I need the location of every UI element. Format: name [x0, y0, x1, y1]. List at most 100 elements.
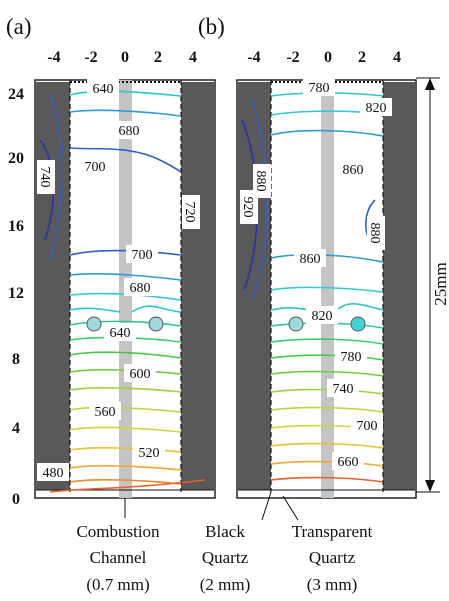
- contour-label: 880: [253, 171, 268, 192]
- x-tick: -2: [286, 49, 299, 66]
- contour-label: 480: [43, 466, 64, 481]
- panel-b-label: (b): [198, 14, 225, 39]
- contour-label: 880: [367, 223, 382, 244]
- y-tick: 0: [12, 491, 20, 508]
- contour-label: 700: [132, 248, 153, 263]
- contour-line: [270, 338, 384, 345]
- contour-line: [270, 354, 384, 361]
- callout-black-quartz: Black Quartz (2 mm): [200, 522, 251, 594]
- contour-label: 740: [333, 382, 354, 397]
- hot-spot: [148, 316, 164, 332]
- black-quartz-wall-right: [383, 82, 415, 490]
- callout-combustion-channel: Combustion Channel (0.7 mm): [76, 522, 160, 594]
- contour-line: [69, 447, 182, 453]
- contour-line: [69, 147, 182, 173]
- contour-line: [251, 99, 268, 301]
- contour-line: [270, 476, 384, 483]
- contour-line: [69, 292, 182, 301]
- contour-line: [270, 406, 384, 413]
- callout-line: Quartz: [202, 548, 249, 567]
- callout-line: Black: [205, 522, 245, 541]
- contour-line: [270, 460, 384, 467]
- contour-label: 860: [343, 163, 364, 178]
- contour-label: 740: [37, 167, 52, 188]
- panel-b-contour-labels: 780 820 860 920 880 880 860 820 780 740 …: [240, 78, 392, 470]
- y-tick: 16: [8, 218, 24, 235]
- x-tick: 2: [154, 49, 162, 66]
- contour-line: [69, 109, 182, 117]
- panel-b: (b) -4 -2 0 2 4: [198, 14, 417, 499]
- x-tick: 2: [358, 49, 366, 66]
- contour-label: 680: [130, 281, 151, 296]
- contour-line: [270, 388, 384, 395]
- contour-line: [49, 479, 206, 493]
- dimension-marker: 25mm: [416, 77, 449, 493]
- contour-line: [270, 286, 384, 293]
- panel-a-label: (a): [6, 14, 32, 39]
- hot-spot: [288, 316, 304, 332]
- black-quartz-wall-left: [238, 82, 271, 490]
- contour-line: [270, 129, 384, 137]
- contour-line: [69, 305, 182, 313]
- contour-label: 600: [130, 367, 151, 382]
- callout-line: Channel: [90, 548, 147, 567]
- callout-transparent-quartz: Transparent Quartz (3 mm): [292, 522, 373, 594]
- combustion-channel: [321, 80, 334, 498]
- contour-line: [270, 370, 384, 377]
- black-quartz-wall-left: [36, 82, 70, 490]
- contour-label: 640: [93, 82, 114, 97]
- x-tick: 0: [121, 49, 129, 66]
- y-tick: 8: [12, 351, 20, 368]
- contour-line: [69, 426, 182, 433]
- contour-line: [69, 387, 182, 393]
- callout-line: (2 mm): [200, 575, 251, 594]
- contour-line: [69, 249, 182, 256]
- black-quartz-wall-right: [181, 82, 214, 490]
- contour-label: 640: [110, 326, 131, 341]
- contour-line: [49, 94, 63, 261]
- contour-line: [69, 351, 182, 359]
- contour-line: [69, 273, 182, 281]
- contour-label: 860: [300, 252, 321, 267]
- contour-line: [69, 90, 182, 97]
- contour-label: 660: [338, 455, 359, 470]
- contour-line: [270, 442, 384, 449]
- contour-label: 780: [341, 350, 362, 365]
- y-axis: 24 20 16 12 8 4 0: [8, 86, 24, 508]
- x-tick: -4: [247, 49, 260, 66]
- contour-label: 780: [309, 81, 330, 96]
- contour-label: 720: [182, 202, 197, 223]
- contour-label: 700: [85, 160, 106, 175]
- hot-spot: [350, 316, 366, 332]
- x-tick: -2: [84, 49, 97, 66]
- callout-line: Transparent: [292, 522, 373, 541]
- x-tick: 4: [189, 49, 197, 66]
- contour-label: 700: [357, 419, 378, 434]
- y-tick: 12: [8, 285, 24, 302]
- contour-label: 820: [312, 309, 333, 324]
- contour-label: 820: [366, 101, 387, 116]
- contour-label: 920: [240, 197, 255, 218]
- callout-line: Combustion: [76, 522, 160, 541]
- callout-line: (0.7 mm): [86, 575, 149, 594]
- x-tick: 0: [324, 49, 332, 66]
- x-tick: 4: [393, 49, 401, 66]
- panel-a: (a) -4 -2 0 2 4: [6, 14, 216, 499]
- hot-spot: [86, 316, 102, 332]
- y-tick: 4: [12, 420, 20, 437]
- contour-line: [69, 479, 182, 485]
- contour-line: [69, 369, 182, 375]
- y-tick: 24: [8, 86, 24, 103]
- contour-label: 560: [95, 405, 116, 420]
- callout-line: (3 mm): [307, 575, 358, 594]
- contour-line: [69, 320, 182, 327]
- contour-label: 680: [119, 124, 140, 139]
- panel-a-contours: [39, 90, 206, 493]
- y-tick: 20: [8, 150, 24, 167]
- callout-leaders: [124, 491, 299, 521]
- height-label: 25mm: [431, 262, 449, 305]
- contour-line: [69, 465, 182, 471]
- x-tick: -4: [47, 49, 60, 66]
- callout-line: Quartz: [309, 548, 356, 567]
